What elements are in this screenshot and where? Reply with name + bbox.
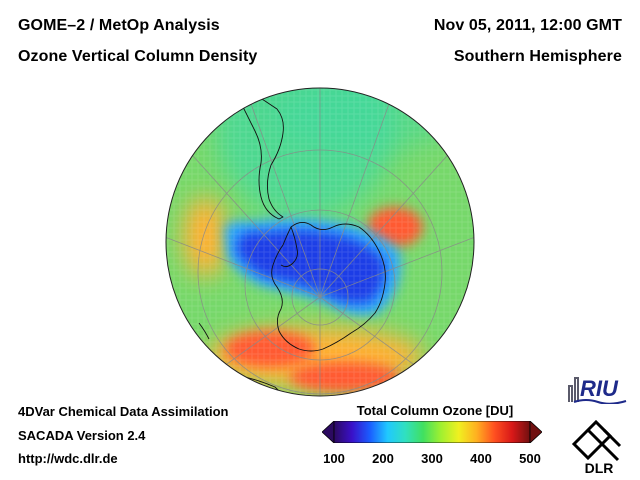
colorbar-tick-400: 400 — [470, 451, 492, 466]
date-label: Nov 05, 2011, 12:00 GMT — [433, 17, 622, 34]
dlr-logo: DLR — [571, 419, 622, 476]
colorbar — [322, 421, 542, 443]
antarctic-peninsula — [280, 226, 298, 268]
antarctica-coast — [271, 222, 386, 352]
colorbar-tick-300: 300 — [421, 451, 443, 466]
colorbar-tick-200: 200 — [372, 451, 394, 466]
colorbar-title: Total Column Ozone [DU] — [356, 403, 514, 418]
graticule — [166, 88, 474, 396]
product-title: GOME–2 / MetOp Analysis — [18, 17, 220, 34]
colorbar-tick-100: 100 — [323, 451, 345, 466]
riu-logo: RIU — [568, 376, 627, 404]
new-zealand-coast — [198, 322, 210, 340]
dlr-logo-text: DLR — [585, 460, 614, 476]
footer-url: http://wdc.dlr.de — [18, 451, 118, 466]
colorbar-high-arrow — [529, 421, 542, 443]
hemisphere-label: Southern Hemisphere — [453, 48, 622, 65]
colorbar-tick-500: 500 — [519, 451, 541, 466]
colorbar-low-arrow — [322, 421, 335, 443]
footer-version: SACADA Version 2.4 — [18, 428, 146, 443]
ozone-globe-map — [165, 87, 475, 397]
globe-outline — [165, 87, 475, 397]
south-america-coast — [234, 88, 284, 220]
riu-logo-text: RIU — [580, 376, 619, 401]
product-subtitle: Ozone Vertical Column Density — [18, 48, 258, 65]
footer-method: 4DVar Chemical Data Assimilation — [18, 404, 229, 419]
colorbar-gradient — [333, 421, 531, 443]
